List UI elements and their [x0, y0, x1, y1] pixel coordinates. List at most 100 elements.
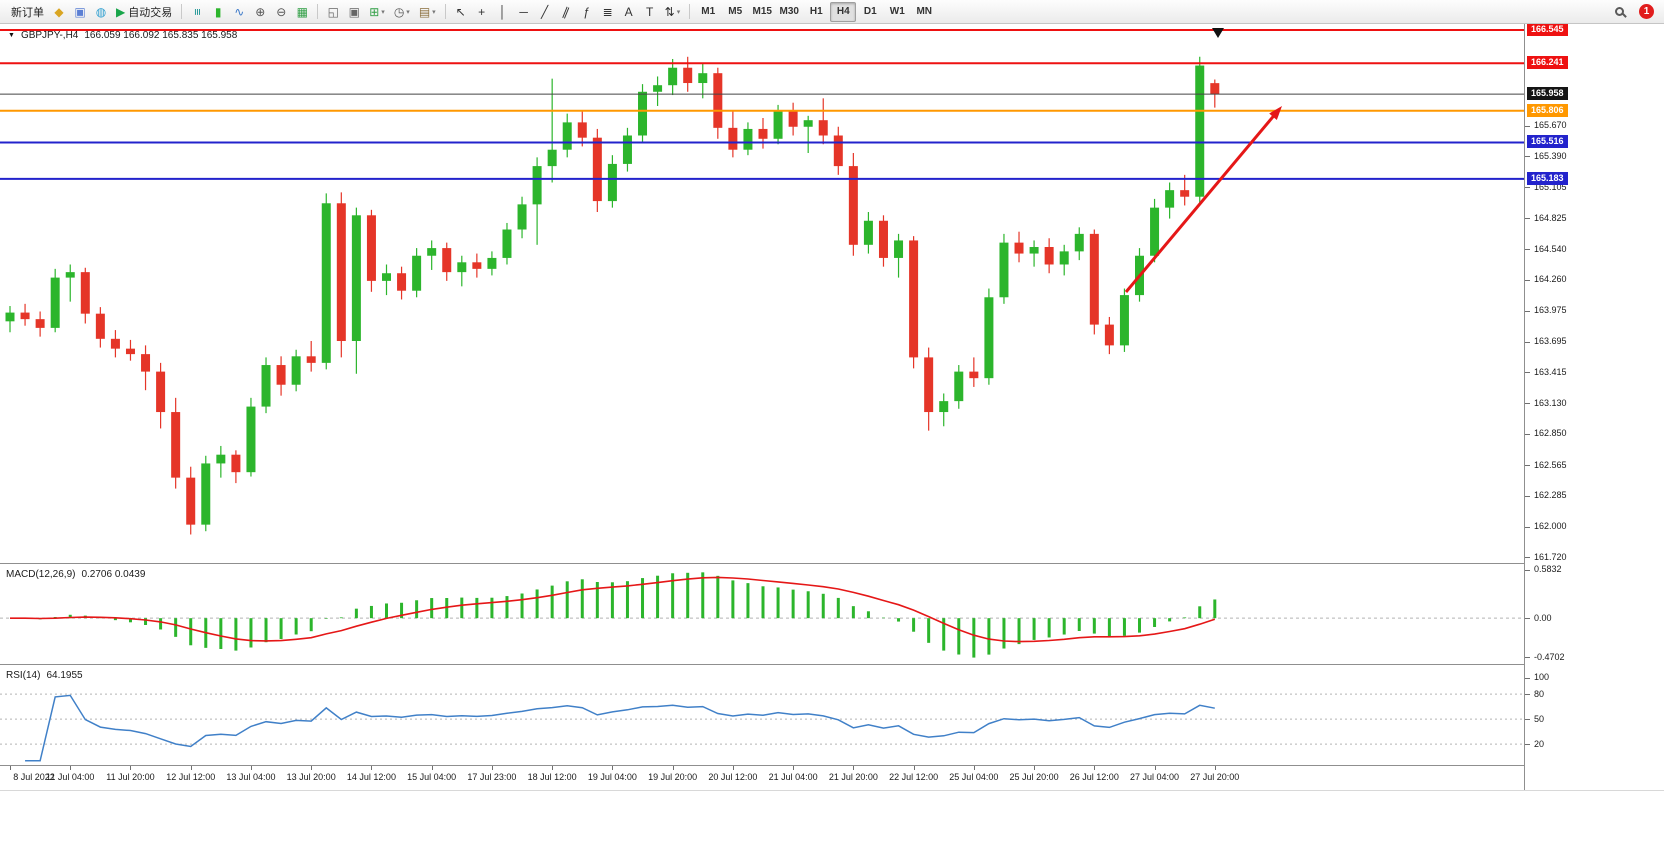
candle-body: [366, 215, 376, 281]
metaeditor-button[interactable]: ◆: [49, 2, 69, 22]
time-tick: [1154, 766, 1156, 770]
scale-tick: [1525, 744, 1530, 746]
text-icon: A: [624, 4, 633, 19]
template-button[interactable]: ▤ ▾: [415, 2, 440, 22]
tf-h4-button[interactable]: H4: [830, 1, 857, 22]
scale-tick: [1525, 372, 1530, 374]
candle-body: [427, 248, 437, 256]
candle-body: [382, 273, 391, 281]
rsi-scale-label: 50: [1534, 713, 1545, 724]
vertical-line-button[interactable]: │: [493, 2, 513, 22]
label-button[interactable]: T: [640, 2, 660, 22]
price-grid-label: 163.975: [1534, 305, 1567, 316]
candle-body: [607, 163, 617, 202]
autotrading-button-label: 自动交易: [128, 6, 173, 19]
tf-m15-button[interactable]: M15: [749, 2, 775, 22]
horizontal-line-button[interactable]: ─: [514, 2, 534, 22]
period-button[interactable]: ◷ ▾: [390, 2, 414, 22]
new-chart-button[interactable]: ◱: [323, 2, 343, 22]
tf-m5-button[interactable]: M5: [722, 2, 748, 22]
zoom-in-button[interactable]: ⊕: [250, 2, 270, 22]
scale-tick: [1525, 569, 1530, 571]
new-order-button[interactable]: 新订单: [4, 2, 48, 22]
candle-body: [141, 354, 151, 372]
tf-m30-button[interactable]: M30: [776, 2, 802, 22]
symbol-dropdown-icon[interactable]: ▼: [8, 32, 15, 39]
time-tick: [431, 766, 433, 770]
trendline-icon: ╱: [541, 4, 549, 19]
scale-tick: [1525, 526, 1530, 528]
macd-pane[interactable]: [0, 564, 1524, 664]
autotrading-button[interactable]: ▶ 自动交易: [112, 2, 176, 22]
cursor-button[interactable]: ↖: [451, 2, 471, 22]
arrows-button[interactable]: ⇅ ▾: [661, 2, 685, 22]
fibo-lines-button[interactable]: ≣: [598, 2, 618, 22]
scale-tick: [1525, 125, 1530, 127]
fibonacci-button[interactable]: ƒ: [577, 2, 597, 22]
line-chart-button[interactable]: ∿: [229, 2, 249, 22]
scale-tick: [1525, 433, 1530, 435]
rsi-pane[interactable]: [0, 665, 1524, 765]
top-marker-icon[interactable]: [1212, 28, 1224, 38]
candle-body: [562, 122, 572, 150]
pane-separator[interactable]: [0, 563, 1664, 564]
tf-m1-button[interactable]: M1: [695, 2, 721, 22]
chart-ohlc-values: 166.059 166.092 165.835 165.958: [84, 30, 238, 41]
candle-body: [592, 137, 602, 202]
candle-body: [668, 67, 678, 86]
candle-body: [863, 220, 873, 245]
candle-body: [457, 262, 467, 273]
price-scale[interactable]: 165.670 165.390 165.105 164.825 164.540 164.2…: [1524, 23, 1664, 790]
candle-body: [65, 272, 75, 278]
candle-body: [788, 111, 798, 127]
toolbar-separator: [317, 4, 319, 19]
charts-window-button[interactable]: ▣: [70, 2, 90, 22]
candle-body: [291, 356, 301, 385]
tf-h1-button[interactable]: H1: [803, 2, 829, 22]
zoom-out-button[interactable]: ⊖: [271, 2, 291, 22]
text-button[interactable]: A: [619, 2, 639, 22]
trendline-button[interactable]: ╱: [535, 2, 555, 22]
candle-body: [156, 371, 166, 413]
candle-body: [517, 204, 527, 230]
scale-tick: [1525, 249, 1530, 251]
channel-button[interactable]: ∥: [556, 2, 576, 22]
rsi-line: [25, 694, 1215, 762]
time-axis[interactable]: 8 Jul 2022 11 Jul 04:00 11 Jul 20:00 12 Jul…: [0, 766, 1664, 790]
candle-body: [1029, 246, 1039, 254]
price-grid-label: 165.390: [1534, 150, 1567, 161]
pane-separator[interactable]: [0, 664, 1664, 665]
market-watch-button[interactable]: ◍: [91, 2, 111, 22]
profiles-button[interactable]: ▣: [344, 2, 364, 22]
dropdown-caret-icon: ▾: [432, 8, 436, 16]
crosshair-button[interactable]: +: [472, 2, 492, 22]
scale-tick: [1525, 677, 1530, 679]
notification-badge[interactable]: 1: [1639, 4, 1654, 19]
time-label: 11 Jul 20:00: [106, 772, 155, 782]
scale-tick: [1525, 403, 1530, 405]
time-label: 13 Jul 20:00: [286, 772, 336, 782]
toolbar-items: 新订单 ◆ ▣ ◍ ▶ 自动交易 ≡ ▮ ∿ ⊕ ⊖ ▦ ◱ ▣ ⊞ ▾ ◷ ▾ ▤ ▾ ↖ + │ ─ ╱ ∥ ƒ ≣ A T ⇅ ▾ M1 M…: [4, 1, 937, 22]
tf-w1-button[interactable]: W1: [884, 2, 910, 22]
macd-panel-canvas[interactable]: [0, 564, 1524, 664]
candle-body: [95, 313, 105, 339]
time-label: 11 Jul 04:00: [46, 772, 95, 782]
price-chart-canvas[interactable]: [0, 24, 1524, 564]
tf-m30-button-label: M30: [779, 6, 799, 17]
candle-body: [472, 262, 482, 269]
time-tick: [1214, 766, 1216, 770]
scale-tick: [1525, 557, 1530, 559]
scale-tick: [1525, 495, 1530, 497]
bar-chart-button[interactable]: ≡: [187, 2, 207, 22]
trend-arrow-line[interactable]: [1124, 112, 1277, 293]
tf-d1-button[interactable]: D1: [857, 2, 883, 22]
rsi-panel-canvas[interactable]: [0, 665, 1524, 765]
window-icon: ▣: [74, 4, 86, 19]
candlestick-chart-button[interactable]: ▮: [208, 2, 228, 22]
add-indicator-button[interactable]: ⊞ ▾: [365, 2, 389, 22]
tile-windows-button[interactable]: ▦: [292, 2, 312, 22]
search-button[interactable]: [1609, 2, 1629, 22]
price-grid-label: 162.850: [1534, 428, 1567, 439]
main-chart-pane[interactable]: [0, 24, 1524, 564]
tf-mn-button[interactable]: MN: [911, 2, 937, 22]
